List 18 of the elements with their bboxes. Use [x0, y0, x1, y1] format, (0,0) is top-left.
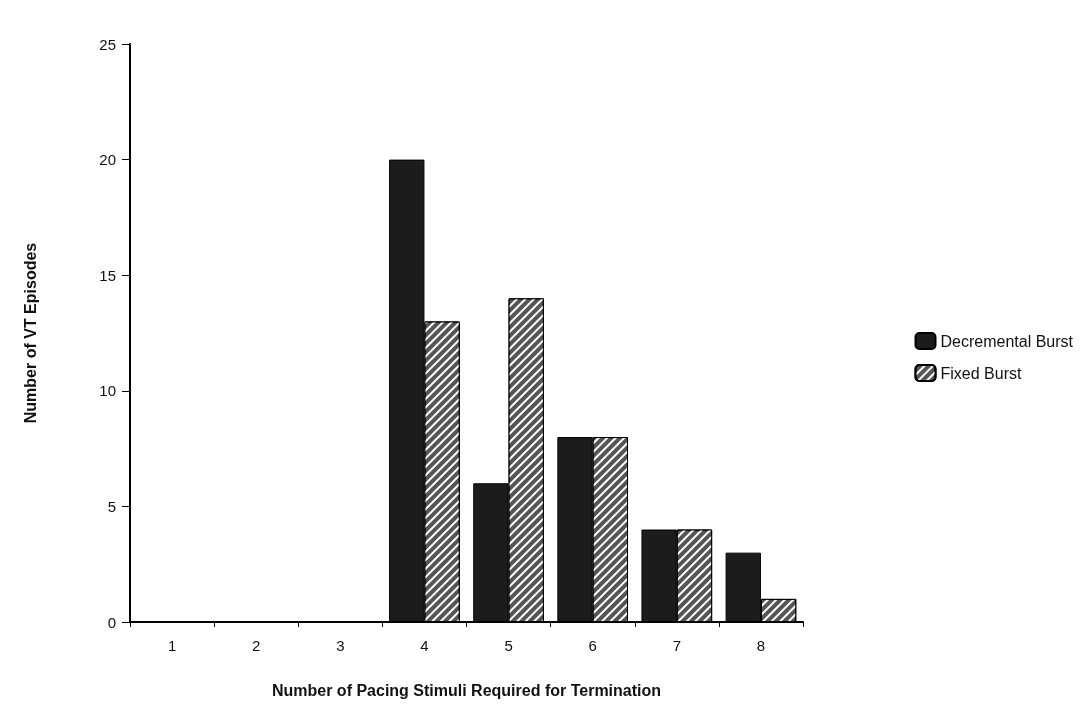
- x-tick-label: 7: [672, 637, 681, 654]
- y-tick-label: 25: [99, 35, 116, 53]
- y-tick-label: 15: [99, 266, 116, 284]
- legend-label: Decremental Burst: [940, 332, 1074, 350]
- x-tick-label: 1: [167, 637, 177, 654]
- y-tick-label: 20: [99, 151, 116, 169]
- x-axis-title: Number of Pacing Stimuli Required for Termination: [271, 681, 662, 699]
- y-axis-title: Number of VT Episodes: [21, 242, 39, 424]
- y-tick-label: 0: [107, 613, 116, 631]
- x-tick-label: 8: [756, 637, 766, 654]
- x-tick-label: 3: [336, 637, 345, 654]
- y-tick-label: 10: [99, 382, 116, 400]
- legend-label: Fixed Burst: [940, 364, 1022, 382]
- x-tick-label: 4: [420, 637, 429, 654]
- x-tick-label: 6: [588, 637, 597, 654]
- x-tick-label: 5: [504, 637, 513, 654]
- x-tick-label: 2: [252, 637, 261, 654]
- y-tick-label: 5: [107, 497, 116, 515]
